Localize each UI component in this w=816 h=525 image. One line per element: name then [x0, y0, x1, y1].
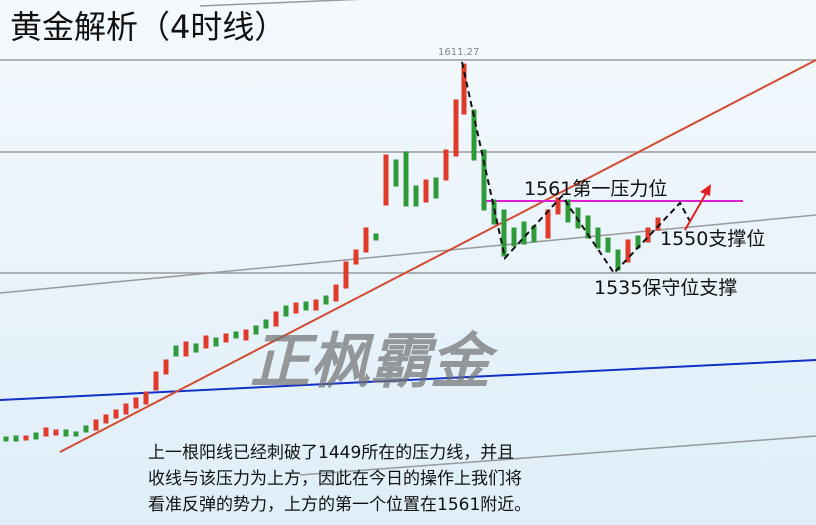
trend-line — [59, 59, 816, 453]
support-line — [0, 359, 816, 401]
projection-path — [461, 61, 693, 275]
annotation: 1561第一压力位 — [524, 178, 667, 200]
commentary-line: 看准反弹的势力，上方的第一个位置在1561附近。 — [148, 495, 531, 515]
title: 黄金解析（4时线） — [10, 8, 286, 46]
annotation: 1535保守位支撑 — [594, 277, 737, 299]
arrow — [684, 189, 709, 231]
price-label: 1611.27 — [438, 47, 479, 58]
commentary-line: 上一根阳线已经刺破了1449所在的压力线，并且 — [148, 443, 514, 463]
arrow-head — [700, 184, 711, 196]
watermark: 正枫霸金 — [250, 327, 499, 397]
commentary-line: 收线与该压力为上方，因此在今日的操作上我们将 — [148, 469, 522, 489]
annotation: 1550支撑位 — [660, 228, 765, 250]
